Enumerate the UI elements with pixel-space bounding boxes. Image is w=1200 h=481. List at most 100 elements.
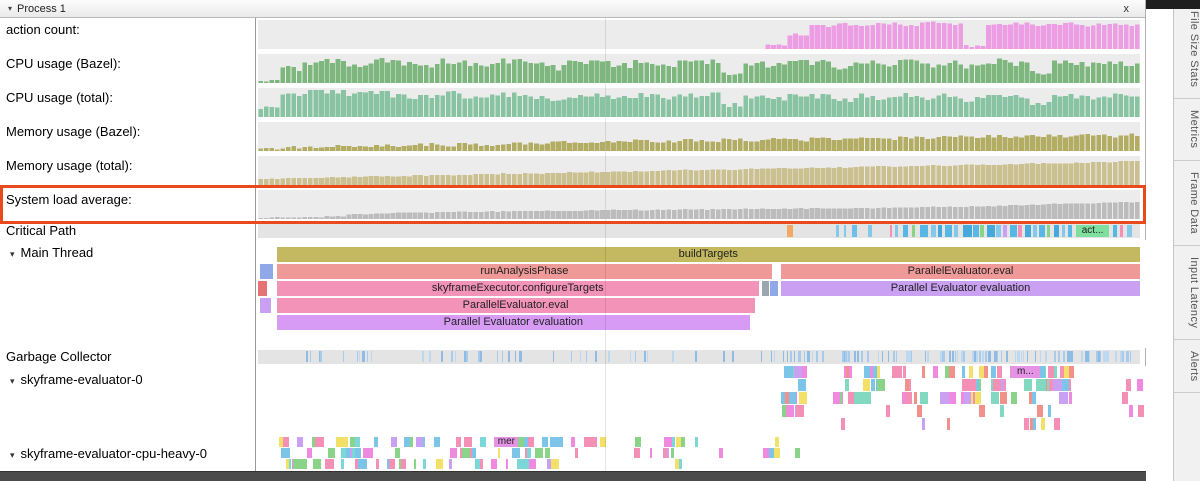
trace-slice[interactable]	[286, 459, 290, 469]
trace-slice[interactable]	[1122, 392, 1128, 404]
trace-slice[interactable]	[1129, 351, 1131, 362]
trace-slice[interactable]	[370, 351, 373, 362]
trace-slice[interactable]	[571, 351, 573, 362]
trace-slice[interactable]	[358, 351, 360, 362]
thread-header-main-thread[interactable]: ▾ Main Thread	[10, 245, 93, 260]
critical-path-slice[interactable]	[787, 225, 794, 237]
trace-slice[interactable]	[394, 448, 401, 458]
critical-path-slice[interactable]	[980, 225, 984, 237]
trace-slice[interactable]	[668, 437, 672, 447]
trace-slice[interactable]	[455, 437, 462, 447]
trace-slice[interactable]	[980, 366, 988, 378]
flame-bar[interactable]	[259, 264, 273, 279]
critical-path-slice[interactable]	[889, 225, 893, 237]
trace-slice[interactable]	[599, 437, 606, 447]
trace-slice[interactable]	[869, 366, 873, 378]
trace-slice[interactable]	[832, 392, 840, 404]
trace-slice[interactable]	[774, 437, 780, 447]
trace-slice[interactable]	[1063, 351, 1066, 362]
trace-slice[interactable]	[941, 351, 944, 362]
trace-slice[interactable]	[570, 437, 576, 447]
memory-usage-total-chart[interactable]	[258, 156, 1140, 185]
trace-slice[interactable]	[422, 459, 427, 469]
trace-slice[interactable]	[649, 448, 653, 458]
memory-usage-bazel-chart[interactable]	[258, 122, 1140, 151]
trace-slice[interactable]	[463, 437, 472, 447]
trace-slice[interactable]	[807, 351, 810, 362]
trace-slice[interactable]	[990, 366, 997, 378]
critical-path-slice[interactable]	[962, 225, 972, 237]
trace-slice[interactable]	[845, 379, 849, 391]
trace-slice[interactable]	[415, 437, 423, 447]
trace-slice[interactable]	[663, 437, 669, 447]
tab-frame-data[interactable]: Frame Data	[1174, 161, 1200, 246]
critical-path-slice[interactable]	[894, 225, 899, 237]
trace-slice[interactable]	[528, 459, 536, 469]
garbage-collector-track[interactable]	[258, 350, 1140, 364]
trace-slice[interactable]	[908, 351, 911, 362]
trace-slice[interactable]	[961, 351, 964, 362]
trace-slice[interactable]	[1058, 351, 1060, 362]
trace-slice[interactable]	[1016, 351, 1018, 362]
thread-header-skyframe-evaluator-cpu-heavy-0[interactable]: ▾ skyframe-evaluator-cpu-heavy-0	[10, 446, 207, 461]
trace-slice[interactable]	[863, 392, 872, 404]
trace-slice[interactable]	[479, 351, 483, 362]
trace-slice[interactable]	[496, 351, 498, 362]
critical-path-slice[interactable]	[1126, 225, 1133, 237]
trace-slice[interactable]	[842, 351, 844, 362]
trace-slice[interactable]	[1010, 392, 1017, 404]
collapse-icon[interactable]: ▾	[10, 249, 15, 259]
trace-slice[interactable]	[875, 366, 880, 378]
trace-slice[interactable]	[848, 351, 850, 362]
trace-slice[interactable]	[787, 405, 795, 417]
cpu-usage-bazel-chart[interactable]	[258, 54, 1140, 83]
critical-path-slice[interactable]	[945, 225, 953, 237]
trace-slice[interactable]	[1081, 351, 1084, 362]
trace-slice[interactable]	[991, 392, 999, 404]
trace-slice[interactable]	[761, 351, 763, 362]
trace-slice[interactable]	[860, 351, 863, 362]
trace-slice[interactable]	[867, 351, 869, 362]
trace-slice[interactable]	[634, 448, 640, 458]
trace-slice[interactable]	[421, 351, 424, 362]
trace-slice[interactable]	[949, 366, 956, 378]
critical-path-slice[interactable]	[953, 225, 959, 237]
trace-slice[interactable]	[1026, 351, 1029, 362]
trace-slice[interactable]	[461, 448, 471, 458]
flame-bar-buildtargets[interactable]: buildTargets	[276, 247, 1140, 262]
trace-slice[interactable]	[1069, 351, 1072, 362]
trace-slice[interactable]	[878, 379, 886, 391]
trace-slice[interactable]	[296, 437, 304, 447]
trace-slice[interactable]	[306, 351, 309, 362]
trace-slice[interactable]	[1035, 379, 1043, 391]
trace-slice[interactable]	[1036, 405, 1043, 417]
trace-slice[interactable]	[478, 351, 481, 362]
trace-slice[interactable]	[1029, 418, 1033, 430]
trace-slice[interactable]	[518, 351, 521, 362]
trace-slice[interactable]	[341, 448, 349, 458]
trace-slice[interactable]	[1085, 351, 1088, 362]
critical-path-slice[interactable]	[996, 225, 1001, 237]
trace-slice[interactable]	[1119, 351, 1122, 362]
trace-slice[interactable]	[973, 351, 977, 362]
trace-slice[interactable]	[1048, 405, 1052, 417]
trace-slice[interactable]	[925, 351, 927, 362]
trace-slice[interactable]	[963, 351, 965, 362]
trace-slice[interactable]	[783, 351, 785, 362]
trace-slice[interactable]	[354, 437, 361, 447]
trace-slice[interactable]	[789, 392, 796, 404]
trace-slice[interactable]	[979, 405, 985, 417]
trace-slice[interactable]	[870, 379, 875, 391]
trace-slice[interactable]	[922, 418, 925, 430]
trace-slice[interactable]	[988, 351, 991, 362]
trace-slice[interactable]	[310, 351, 312, 362]
trace-slice[interactable]	[281, 448, 291, 458]
trace-slice[interactable]	[1137, 379, 1143, 391]
trace-slice[interactable]	[490, 459, 497, 469]
trace-slice[interactable]	[790, 351, 793, 362]
trace-slice[interactable]	[312, 437, 316, 447]
trace-slice[interactable]	[390, 437, 398, 447]
critical-path-slice[interactable]	[868, 225, 872, 237]
trace-slice[interactable]	[914, 392, 917, 404]
trace-slice[interactable]	[783, 366, 793, 378]
